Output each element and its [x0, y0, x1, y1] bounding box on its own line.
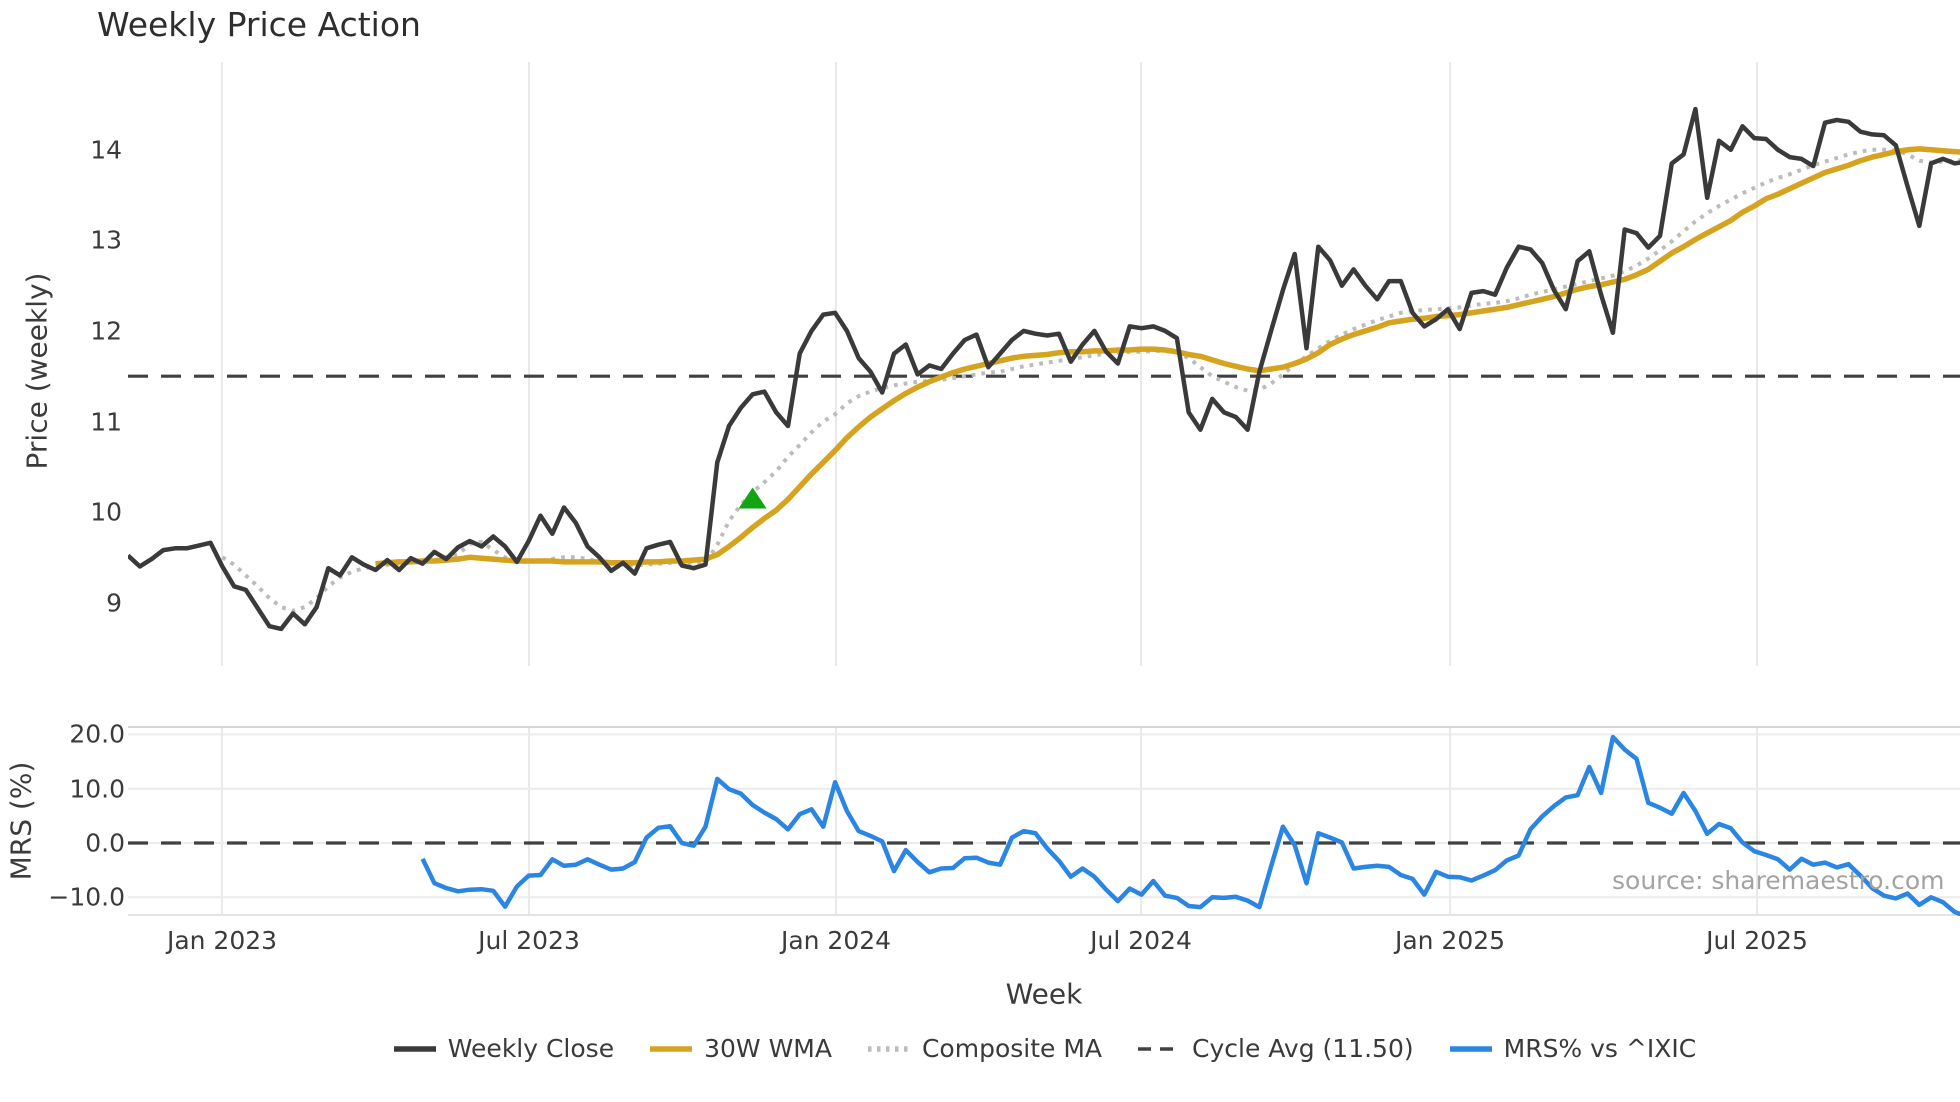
buy-signal-triangle-icon — [738, 487, 767, 509]
y-tick-label-price: 9 — [106, 588, 122, 618]
legend-sample-mrs-vs-ixic-icon — [1449, 1045, 1492, 1052]
legend-label: 30W WMA — [704, 1034, 832, 1063]
legend: Weekly Close 30W WMA Composite MA Cycle Avg… — [128, 1034, 1960, 1063]
series-mrs-vs-ixic — [420, 734, 1960, 916]
legend-sample-cycle-avg-icon — [1138, 1046, 1181, 1051]
series-composite-ma — [221, 147, 1960, 613]
y-tick-label-price: 11 — [90, 407, 122, 437]
y-tick-label-mrs: 20.0 — [69, 719, 125, 749]
legend-item-30w-wma: 30W WMA — [648, 1034, 832, 1063]
source-note: source: sharemaestro.com — [1612, 866, 1945, 895]
legend-label: Composite MA — [921, 1034, 1103, 1063]
y-tick-label-price: 12 — [90, 316, 122, 346]
legend-item-composite-ma: Composite MA — [866, 1034, 1102, 1063]
series-30w-wma — [375, 146, 1960, 567]
x-tick-label: Jan 2025 — [1394, 926, 1506, 955]
series-weekly-close — [128, 106, 1960, 632]
x-tick-label: Jul 2024 — [1090, 926, 1192, 955]
y-tick-label-mrs: −10.0 — [48, 882, 125, 912]
legend-item-mrs-vs-ixic: MRS% vs ^IXIC — [1448, 1034, 1697, 1063]
legend-sample-composite-ma-icon — [867, 1045, 910, 1052]
y-tick-label-price: 13 — [90, 225, 122, 255]
y-tick-label-mrs: 0.0 — [85, 828, 125, 858]
y-tick-label-price: 10 — [90, 497, 122, 527]
legend-label: Weekly Close — [447, 1034, 615, 1063]
x-tick-label: Jan 2023 — [166, 926, 278, 955]
legend-sample-30w-wma-icon — [650, 1045, 693, 1052]
y-tick-label-mrs: 10.0 — [69, 774, 125, 804]
legend-label: MRS% vs ^IXIC — [1503, 1034, 1697, 1063]
x-axis-label: Week — [1005, 977, 1083, 1011]
chart-title: Weekly Price Action — [97, 5, 421, 44]
legend-item-cycle-avg: Cycle Avg (11.50) — [1136, 1034, 1414, 1063]
x-tick-label: Jan 2024 — [780, 926, 892, 955]
x-tick-label: Jul 2023 — [478, 926, 580, 955]
y-tick-label-price: 14 — [90, 135, 122, 165]
legend-item-weekly-close: Weekly Close — [392, 1034, 614, 1063]
legend-label: Cycle Avg (11.50) — [1192, 1034, 1414, 1063]
x-tick-label: Jul 2025 — [1706, 926, 1808, 955]
legend-sample-weekly-close-icon — [393, 1045, 436, 1052]
